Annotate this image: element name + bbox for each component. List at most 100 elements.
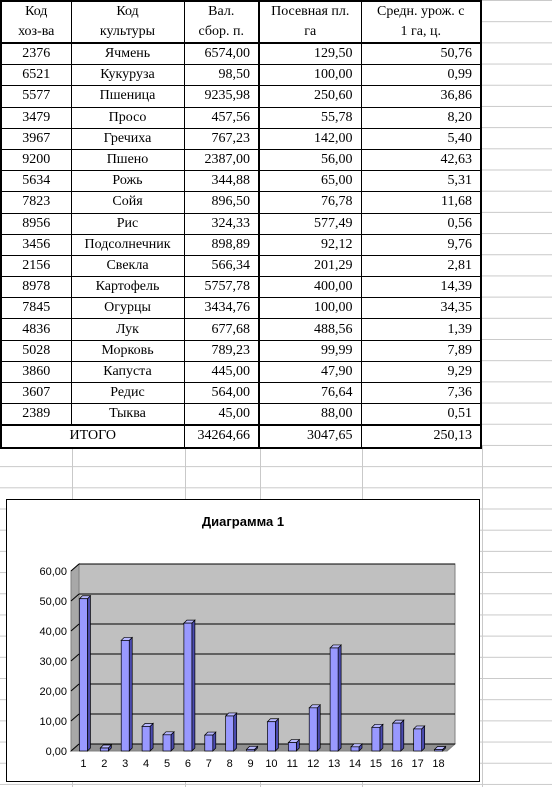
gross-harvest-cell[interactable]: 6574,00 [183,42,260,66]
farm-code-cell[interactable]: 2376 [0,42,72,66]
crop-name-cell[interactable]: Ячмень [70,42,185,66]
farm-code-cell[interactable]: 7823 [0,191,72,214]
gross-harvest-cell[interactable]: 445,00 [183,360,260,384]
sown-area-cell[interactable]: 47,90 [258,360,362,384]
total-avg-yield[interactable]: 250,13 [360,424,482,449]
sown-area-cell[interactable]: 142,00 [258,127,362,150]
farm-code-cell[interactable]: 2156 [0,254,72,278]
crop-name-cell[interactable]: Гречиха [70,127,185,150]
avg-yield-cell[interactable]: 34,35 [360,297,482,320]
farm-code-cell[interactable]: 5634 [0,170,72,193]
gross-harvest-cell[interactable]: 3434,76 [183,297,260,320]
farm-code-cell[interactable]: 6521 [0,64,72,87]
farm-code-cell[interactable]: 3456 [0,233,72,256]
farm-code-cell[interactable]: 4836 [0,318,72,341]
avg-yield-cell[interactable]: 36,86 [360,85,482,108]
sown-area-cell[interactable]: 488,56 [258,318,362,341]
crop-name-cell[interactable]: Кукуруза [70,64,185,87]
avg-yield-cell[interactable]: 1,39 [360,318,482,341]
avg-yield-cell[interactable]: 42,63 [360,148,482,172]
crop-name-cell[interactable]: Редис [70,381,185,405]
gross-harvest-cell[interactable]: 789,23 [183,339,260,362]
gross-harvest-cell[interactable]: 2387,00 [183,148,260,172]
gross-harvest-cell[interactable]: 344,88 [183,170,260,193]
gross-harvest-cell[interactable]: 5757,78 [183,276,260,299]
sown-area-cell[interactable]: 76,78 [258,191,362,214]
avg-yield-cell[interactable]: 0,51 [360,403,482,426]
farm-code-cell[interactable]: 8956 [0,212,72,235]
gross-harvest-cell[interactable]: 896,50 [183,191,260,214]
farm-code-cell[interactable]: 3967 [0,127,72,150]
crop-name-cell[interactable]: Просо [70,106,185,129]
header-avg-yield-line1[interactable]: Средн. урож. с [360,0,482,22]
avg-yield-cell[interactable]: 2,81 [360,254,482,278]
avg-yield-cell[interactable]: 7,36 [360,381,482,405]
sown-area-cell[interactable]: 400,00 [258,276,362,299]
gross-harvest-cell[interactable]: 677,68 [183,318,260,341]
farm-code-cell[interactable]: 8978 [0,276,72,299]
crop-name-cell[interactable]: Пшеница [70,85,185,108]
avg-yield-cell[interactable]: 8,20 [360,106,482,129]
sown-area-cell[interactable]: 100,00 [258,64,362,87]
sown-area-cell[interactable]: 76,64 [258,381,362,405]
farm-code-cell[interactable]: 5028 [0,339,72,362]
avg-yield-cell[interactable]: 14,39 [360,276,482,299]
sown-area-cell[interactable]: 55,78 [258,106,362,129]
farm-code-cell[interactable]: 3860 [0,360,72,384]
gross-harvest-cell[interactable]: 457,56 [183,106,260,129]
gross-harvest-cell[interactable]: 98,50 [183,64,260,87]
farm-code-cell[interactable]: 7845 [0,297,72,320]
sown-area-cell[interactable]: 250,60 [258,85,362,108]
gross-harvest-cell[interactable]: 767,23 [183,127,260,150]
sown-area-cell[interactable]: 100,00 [258,297,362,320]
header-sown-area-line2[interactable]: га [258,22,362,44]
crop-name-cell[interactable]: Рис [70,212,185,235]
avg-yield-cell[interactable]: 11,68 [360,191,482,214]
gross-harvest-cell[interactable]: 45,00 [183,403,260,426]
sown-area-cell[interactable]: 99,99 [258,339,362,362]
header-farm-code-line1[interactable]: Код [0,0,72,22]
avg-yield-cell[interactable]: 0,56 [360,212,482,235]
crop-name-cell[interactable]: Морковь [70,339,185,362]
avg-yield-cell[interactable]: 9,29 [360,360,482,384]
sown-area-cell[interactable]: 201,29 [258,254,362,278]
avg-yield-cell[interactable]: 9,76 [360,233,482,256]
crop-name-cell[interactable]: Тыква [70,403,185,426]
crop-name-cell[interactable]: Лук [70,318,185,341]
chart-area[interactable]: Диаграмма 1 0,00 10,00 20,00 30,00 40,00 50,00… [6,499,480,782]
sown-area-cell[interactable]: 65,00 [258,170,362,193]
crop-name-cell[interactable]: Пшено [70,148,185,172]
avg-yield-cell[interactable]: 5,31 [360,170,482,193]
avg-yield-cell[interactable]: 5,40 [360,127,482,150]
crop-name-cell[interactable]: Свекла [70,254,185,278]
sown-area-cell[interactable]: 577,49 [258,212,362,235]
sown-area-cell[interactable]: 92,12 [258,233,362,256]
crop-name-cell[interactable]: Сойя [70,191,185,214]
crop-name-cell[interactable]: Подсолнечник [70,233,185,256]
gross-harvest-cell[interactable]: 566,34 [183,254,260,278]
avg-yield-cell[interactable]: 50,76 [360,42,482,66]
sown-area-cell[interactable]: 56,00 [258,148,362,172]
avg-yield-cell[interactable]: 7,89 [360,339,482,362]
crop-name-cell[interactable]: Картофель [70,276,185,299]
gross-harvest-cell[interactable]: 324,33 [183,212,260,235]
sown-area-cell[interactable]: 88,00 [258,403,362,426]
header-gross-harvest-line1[interactable]: Вал. [183,0,260,22]
gross-harvest-cell[interactable]: 564,00 [183,381,260,405]
gross-harvest-cell[interactable]: 9235,98 [183,85,260,108]
crop-name-cell[interactable]: Рожь [70,170,185,193]
farm-code-cell[interactable]: 3607 [0,381,72,405]
crop-name-cell[interactable]: Капуста [70,360,185,384]
farm-code-cell[interactable]: 9200 [0,148,72,172]
header-sown-area-line1[interactable]: Посевная пл. [258,0,362,22]
total-gross-harvest[interactable]: 34264,66 [183,424,260,449]
sown-area-cell[interactable]: 129,50 [258,42,362,66]
header-farm-code-line2[interactable]: хоз-ва [0,22,72,44]
farm-code-cell[interactable]: 2389 [0,403,72,426]
farm-code-cell[interactable]: 5577 [0,85,72,108]
total-label[interactable]: ИТОГО [0,424,185,449]
gross-harvest-cell[interactable]: 898,89 [183,233,260,256]
header-gross-harvest-line2[interactable]: сбор. п. [183,22,260,44]
header-crop-code-line2[interactable]: культуры [70,22,185,44]
farm-code-cell[interactable]: 3479 [0,106,72,129]
